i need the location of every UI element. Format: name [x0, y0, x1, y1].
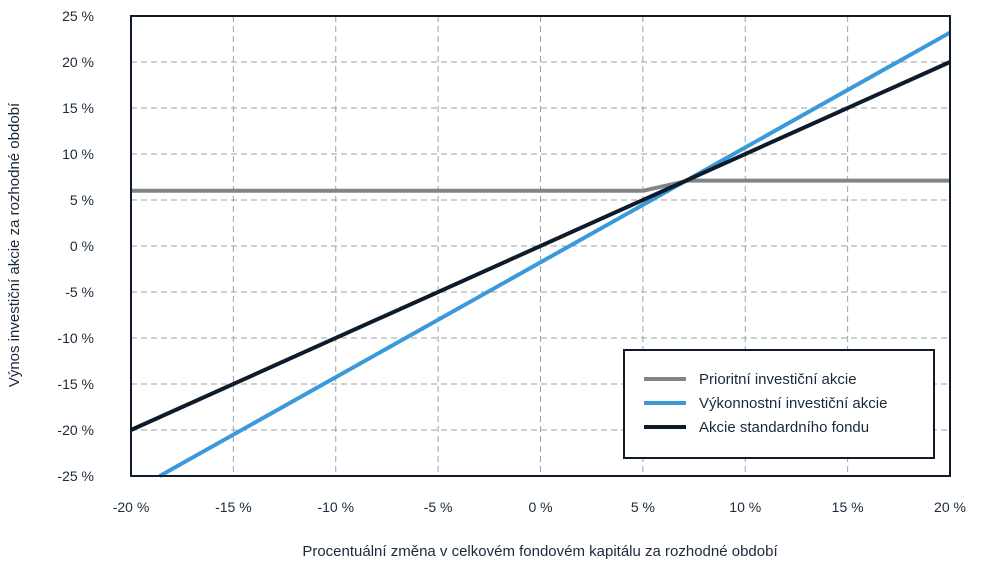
plot-frame [130, 15, 951, 477]
y-tick-label: 0 % [70, 238, 94, 254]
x-tick-label: 5 % [631, 499, 655, 515]
y-tick-label: -25 % [57, 468, 94, 484]
legend: Prioritní investiční akcie Výkonnostní in… [623, 349, 935, 459]
series-line [131, 178, 950, 193]
series-line [130, 60, 951, 432]
x-tick-label: 10 % [729, 499, 761, 515]
y-tick-label: 15 % [62, 100, 94, 116]
x-tick-label: -20 % [113, 499, 150, 515]
x-tick-label: -15 % [215, 499, 252, 515]
y-tick-labels: 25 % 20 % 15 % 10 % 5 % 0 % -5 % -10 % -15 % -20 … [57, 8, 94, 484]
x-tick-labels: -20 % -15 % -10 % -5 % 0 % 5 % 10 % 15 % 20 % [113, 499, 966, 515]
x-tick-label: 15 % [832, 499, 864, 515]
legend-label: Prioritní investiční akcie [699, 371, 857, 388]
y-tick-label: 5 % [70, 192, 94, 208]
y-tick-label: -20 % [57, 422, 94, 438]
legend-label: Výkonnostní investiční akcie [699, 395, 887, 412]
x-tick-label: 20 % [934, 499, 966, 515]
y-tick-label: -15 % [57, 376, 94, 392]
x-axis-title: Procentuální změna v celkovém fondovém k… [302, 543, 778, 560]
y-tick-label: -10 % [57, 330, 94, 346]
x-tick-label: -10 % [317, 499, 354, 515]
legend-label: Akcie standardního fondu [699, 419, 869, 436]
x-tick-label: -5 % [424, 499, 453, 515]
y-tick-label: -5 % [65, 284, 94, 300]
series-layer [130, 30, 951, 478]
y-tick-label: 20 % [62, 54, 94, 70]
y-axis-title: Výnos investiční akcie za rozhodné obdob… [6, 102, 23, 387]
y-tick-label: 25 % [62, 8, 94, 24]
series-line [158, 30, 951, 478]
y-tick-label: 10 % [62, 146, 94, 162]
x-tick-label: 0 % [528, 499, 552, 515]
